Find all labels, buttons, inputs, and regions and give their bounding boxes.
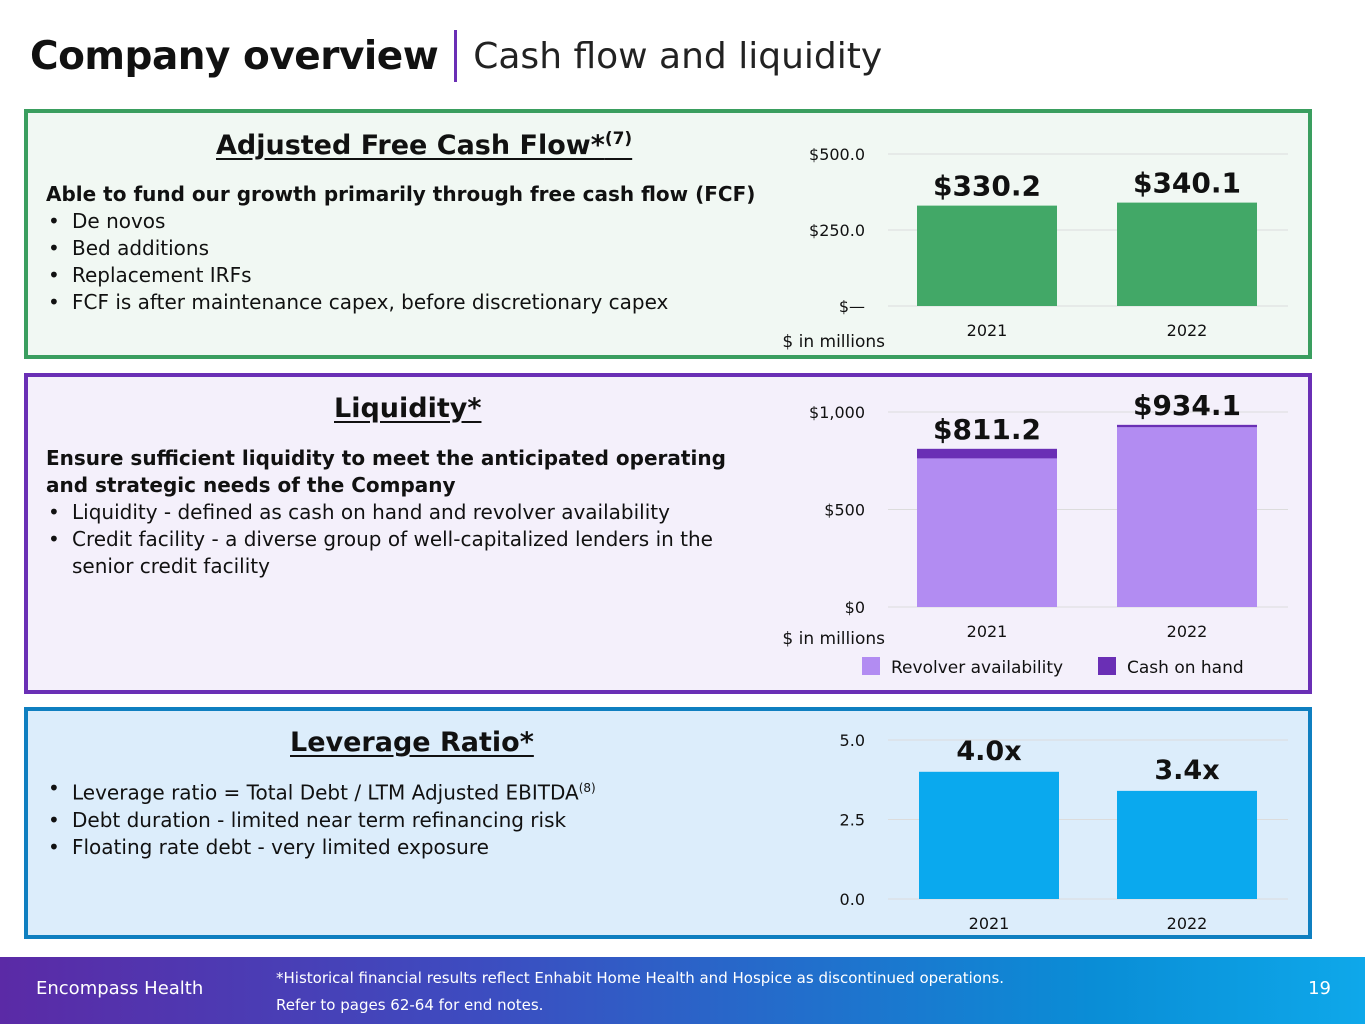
list-item: Bed additions — [46, 235, 668, 262]
x-tick-label: 2021 — [967, 622, 1008, 641]
footer-brand: Encompass Health — [36, 978, 204, 999]
list-item: Floating rate debt - very limited exposu… — [46, 834, 596, 861]
list-item: Replacement IRFs — [46, 262, 668, 289]
liquidity-chart: $0 $500 $1,000 $811.2 2021 $934.1 2022 $ in mil… — [782, 389, 1288, 678]
leverage-chart: 0.0 2.5 5.0 4.0x 2021 3.4x 2022 — [840, 731, 1288, 933]
data-label: 3.4x — [1154, 755, 1219, 786]
page-subtitle: Cash flow and liquidity — [473, 35, 883, 77]
liquidity-heading: Liquidity* — [334, 393, 482, 424]
bar-revolver-availability — [1117, 427, 1257, 607]
bar-value — [917, 205, 1057, 306]
unit-note: $ in millions — [782, 332, 885, 352]
legend-label: Revolver availability — [891, 658, 1063, 678]
x-tick-label: 2021 — [969, 914, 1010, 933]
bar-revolver-availability — [917, 458, 1057, 607]
footer-notes: *Historical financial results reflect En… — [276, 965, 1004, 1019]
list-item: FCF is after maintenance capex, before d… — [46, 289, 668, 316]
page-title-main: Company overview — [30, 33, 439, 79]
data-label: $330.2 — [933, 170, 1041, 203]
title-divider — [454, 30, 458, 82]
liquidity-bullets: Liquidity - defined as cash on hand and … — [46, 499, 726, 580]
leverage-heading: Leverage Ratio* — [290, 727, 534, 758]
fcf-heading: Adjusted Free Cash Flow*(7) — [216, 129, 632, 161]
leverage-bullet-note: (8) — [578, 781, 596, 795]
fcf-lead: Able to fund our growth primarily throug… — [46, 182, 756, 206]
liquidity-panel: Liquidity* Ensure sufficient liquidity t… — [24, 373, 1312, 694]
liquidity-lead: Ensure sufficient liquidity to meet the … — [46, 446, 726, 497]
x-tick-label: 2022 — [1167, 622, 1208, 641]
fcf-heading-text: Adjusted Free Cash Flow* — [216, 130, 605, 161]
data-label: $811.2 — [933, 413, 1041, 446]
x-tick-label: 2022 — [1167, 321, 1208, 340]
y-tick-label: $— — [839, 297, 865, 316]
page-number: 19 — [1308, 978, 1331, 999]
list-item: Debt duration - limited near term refina… — [46, 807, 596, 834]
leverage-bullet-text: Leverage ratio = Total Debt / LTM Adjust… — [72, 780, 579, 805]
bar-value — [1117, 790, 1257, 899]
footer-note: Refer to pages 62-64 for end notes. — [276, 996, 544, 1014]
legend-swatch — [862, 657, 880, 675]
bar-cash-on-hand — [1117, 424, 1257, 428]
data-label: 4.0x — [956, 736, 1021, 767]
bar-value — [919, 771, 1059, 899]
data-label: $340.1 — [1133, 167, 1241, 200]
leverage-panel: Leverage Ratio* Leverage ratio = Total D… — [24, 707, 1312, 939]
unit-note: $ in millions — [782, 629, 885, 649]
leverage-bullets: Leverage ratio = Total Debt / LTM Adjust… — [46, 775, 596, 861]
fcf-heading-note: (7) — [604, 129, 633, 149]
list-item: Leverage ratio = Total Debt / LTM Adjust… — [46, 775, 596, 807]
data-label: $934.1 — [1133, 389, 1241, 422]
footer: Encompass Health *Historical financial r… — [0, 957, 1365, 1024]
y-tick-label: 5.0 — [840, 731, 865, 750]
x-tick-label: 2022 — [1167, 914, 1208, 933]
x-tick-label: 2021 — [967, 321, 1008, 340]
bar-cash-on-hand — [917, 448, 1057, 459]
y-tick-label: $0 — [845, 598, 865, 617]
y-tick-label: $1,000 — [809, 403, 865, 422]
page-title: Company overview Cash flow and liquidity — [30, 28, 882, 84]
footer-note: *Historical financial results reflect En… — [276, 969, 1005, 987]
fcf-chart: $— $250.0 $500.0 $330.2 2021 $340.1 2022 $ in m… — [782, 145, 1288, 352]
y-tick-label: $250.0 — [809, 221, 865, 240]
list-item: De novos — [46, 208, 668, 235]
y-tick-label: $500 — [824, 501, 865, 520]
y-tick-label: 0.0 — [840, 890, 865, 909]
legend-swatch — [1098, 657, 1116, 675]
y-tick-label: $500.0 — [809, 145, 865, 164]
bar-value — [1117, 202, 1257, 306]
fcf-bullets: De novos Bed additions Replacement IRFs … — [46, 208, 668, 316]
y-tick-label: 2.5 — [840, 811, 865, 830]
list-item: Credit facility - a diverse group of wel… — [46, 526, 726, 580]
fcf-panel: Adjusted Free Cash Flow*(7) Able to fund… — [24, 109, 1312, 359]
list-item: Liquidity - defined as cash on hand and … — [46, 499, 726, 526]
legend-label: Cash on hand — [1127, 658, 1244, 678]
